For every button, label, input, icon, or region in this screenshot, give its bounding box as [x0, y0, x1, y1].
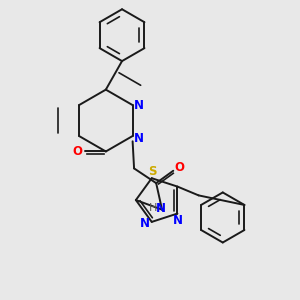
Text: H: H [148, 203, 157, 213]
Text: O: O [174, 161, 184, 174]
Text: N: N [134, 99, 144, 112]
Text: O: O [73, 145, 83, 158]
Text: N: N [172, 214, 182, 227]
Text: N: N [134, 133, 144, 146]
Text: N: N [156, 202, 166, 215]
Text: S: S [148, 165, 157, 178]
Text: N: N [140, 217, 150, 230]
